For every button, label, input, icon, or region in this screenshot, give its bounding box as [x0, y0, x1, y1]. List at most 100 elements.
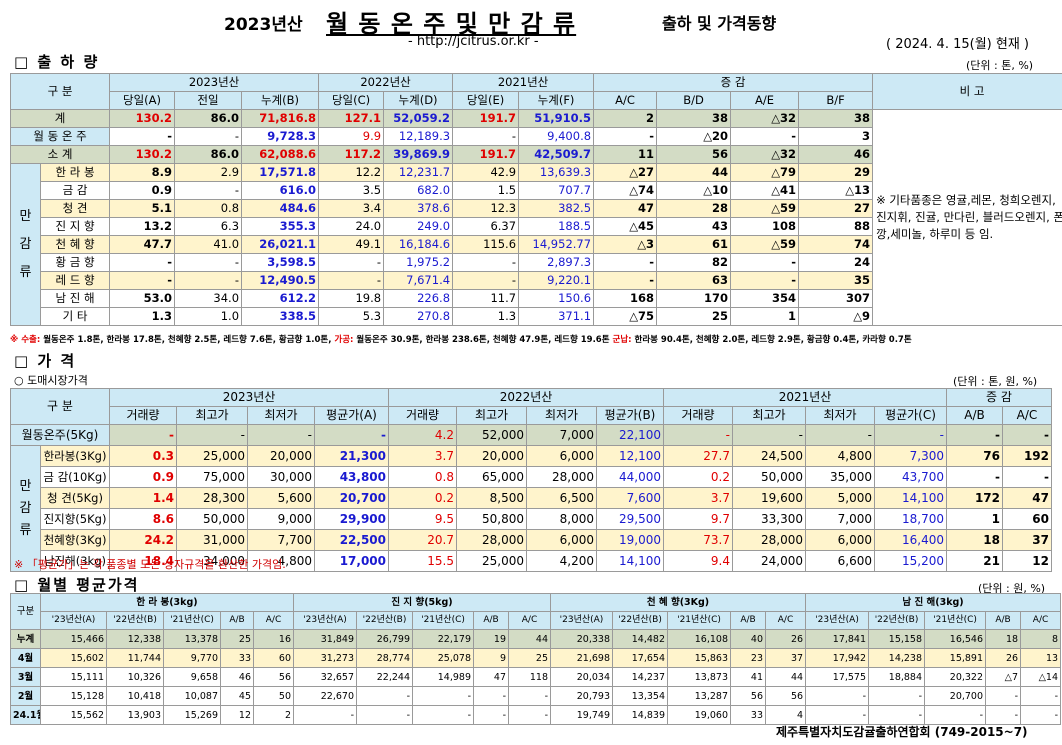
cell: 71,816.8 — [241, 109, 320, 128]
cell: 14,482 — [612, 629, 668, 649]
cell: - — [508, 705, 551, 725]
cell: 38 — [798, 109, 874, 128]
row-label: 3월 — [10, 667, 41, 687]
cell: 24.2 — [109, 529, 177, 551]
cell: 13.2 — [109, 217, 176, 236]
cell: - — [318, 253, 385, 272]
cell: 50,800 — [456, 508, 527, 530]
table-row: 금 감 0.9-616.0 3.5 682.0 1.5 707.7 △74 △10 △41 △13 — [11, 181, 1062, 200]
row-label: 한라봉(3Kg) — [40, 445, 110, 467]
table-row: 2월 15,128 10,418 10,087 45 50 22,670- - - -20,793… — [10, 686, 1062, 706]
row-label: 천혜향(3Kg) — [40, 529, 110, 551]
cell: 20,000 — [456, 445, 527, 467]
col-header: '21년산(C) — [412, 611, 474, 630]
cell: 13,287 — [667, 686, 731, 706]
col-header: 최고가 — [732, 406, 806, 425]
cell: 226.8 — [383, 289, 454, 308]
cell: - — [318, 271, 385, 290]
cell: 17,841 — [805, 629, 870, 649]
row-label: 남진해(3kg) — [40, 550, 110, 572]
cell: - — [452, 253, 520, 272]
cell: 382.5 — [518, 199, 595, 218]
row-label: 청 견(5Kg) — [40, 487, 110, 509]
cell: 16,184.6 — [383, 235, 454, 254]
cell: 9.9 — [318, 127, 385, 146]
cell: 86.0 — [174, 109, 243, 128]
cell: 13,873 — [667, 667, 731, 687]
cell: 17,942 — [805, 648, 870, 668]
cell: 338.5 — [241, 307, 320, 326]
cell: 9.5 — [388, 508, 457, 530]
cell: 22,179 — [412, 629, 474, 649]
cell: 41 — [730, 667, 766, 687]
table-row: 청 견 5.1 0.8 484.6 3.4 378.6 12.3 382.5 47 28 △59 27 — [11, 199, 1062, 218]
table-row: 청 견(5Kg) 1.4 28,300 5,600 20,700 0.2 8,500 6,50… — [11, 487, 1052, 509]
cell: 46 — [220, 667, 254, 687]
cell: - — [473, 686, 509, 706]
cell: 88 — [798, 217, 874, 236]
cell: - — [924, 705, 987, 725]
cell: 150.6 — [518, 289, 595, 308]
cell: - — [174, 253, 243, 272]
cell: - — [805, 424, 875, 446]
cell: 44 — [508, 629, 551, 649]
cell: 2,897.3 — [518, 253, 595, 272]
cell: 307 — [798, 289, 874, 308]
cell: 17,654 — [612, 648, 668, 668]
cell: 35,000 — [805, 466, 875, 488]
cell: 15,863 — [667, 648, 731, 668]
col-header: 누계(D) — [383, 91, 454, 110]
header-2021: 2021년산 — [452, 73, 595, 92]
price-header-gubun: 구 분 — [10, 388, 110, 425]
cell: 33 — [220, 648, 254, 668]
cell: 34,000 — [176, 550, 248, 572]
cell: - — [1002, 466, 1052, 488]
header-2022: 2022년산 — [318, 73, 454, 92]
cell: △10 — [656, 181, 732, 200]
col-header: 최고가 — [176, 406, 248, 425]
cell: 49.1 — [318, 235, 385, 254]
cell: 20,000 — [247, 445, 315, 467]
cell: - — [314, 424, 389, 446]
cell: 355.3 — [241, 217, 320, 236]
cell: 1.3 — [452, 307, 520, 326]
cell: 42,509.7 — [518, 145, 595, 164]
cell: 82 — [656, 253, 732, 272]
cell: 12 — [1002, 550, 1052, 572]
cell: 6,500 — [526, 487, 597, 509]
cell: - — [174, 271, 243, 290]
table-row: 계 130.2 86.0 71,816.8 127.1 52,059.2 191.7 51,9… — [9, 109, 1062, 326]
cell: 1 — [946, 508, 1003, 530]
row-label: 진 지 향 — [39, 217, 111, 236]
header-2023: 2023년산 — [109, 73, 320, 92]
cell: 20,793 — [550, 686, 613, 706]
table-row: 진 지 향 13.2 6.3 355.3 24.0 249.0 6.37 188.5 △45 43… — [11, 217, 1062, 236]
title-url[interactable]: - http://jcitrus.or.kr - — [408, 34, 539, 49]
row-label: 진지향(5Kg) — [40, 508, 110, 530]
col-header: '23년산(A) — [550, 611, 613, 630]
cell: 484.6 — [241, 199, 320, 218]
cell: 53.0 — [109, 289, 176, 308]
cell: - — [176, 424, 248, 446]
col-header: A/C — [1002, 406, 1052, 425]
cell: 52,059.2 — [383, 109, 454, 128]
cell: 29,500 — [596, 508, 664, 530]
shipment-footnote: ※ 수출: 월동온주 1.8톤, 한라봉 17.8톤, 천혜향 2.5톤, 레드… — [10, 335, 912, 345]
cell: 3.7 — [663, 487, 733, 509]
col-header: 거래량 — [388, 406, 457, 425]
col-header: 당일(E) — [452, 91, 520, 110]
cell: 17,000 — [314, 550, 389, 572]
cell: 18,700 — [874, 508, 947, 530]
cell: - — [868, 705, 926, 725]
cell: 34.0 — [174, 289, 243, 308]
cell: 74 — [798, 235, 874, 254]
cell: 0.3 — [109, 445, 177, 467]
cell: - — [593, 253, 658, 272]
price-header-2021: 2021년산 — [663, 388, 947, 407]
col-header: A/C — [764, 611, 807, 630]
cell: - — [985, 705, 1022, 725]
cell: 3.7 — [388, 445, 457, 467]
cell: 52,000 — [456, 424, 527, 446]
cell: 5.1 — [109, 199, 176, 218]
cell: 7,000 — [805, 508, 875, 530]
